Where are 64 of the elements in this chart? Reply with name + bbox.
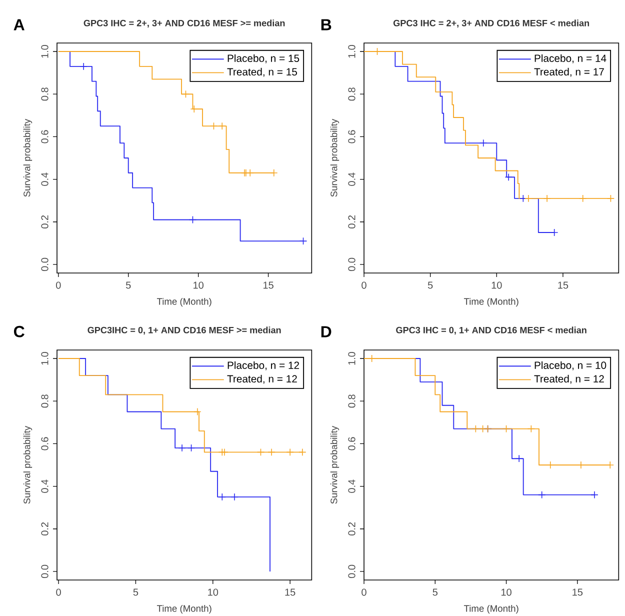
- y-tick-label: 0.6: [348, 130, 356, 144]
- y-axis-title: Survival probability: [330, 426, 340, 504]
- y-tick-label: 0.2: [41, 215, 48, 228]
- y-tick-label: 0.8: [348, 394, 356, 408]
- text: B: [321, 19, 332, 30]
- x-tick-label: 10: [501, 588, 512, 596]
- x-axis-title: Time (Month): [464, 298, 518, 307]
- y-tick-label: 0.4: [41, 480, 48, 493]
- chart-title: GPC3 IHC = 2+, 3+ AND CD16 MESF >= median: [84, 20, 285, 28]
- chart-title: GPC3 IHC = 0, 1+ AND CD16 MESF < median: [396, 326, 586, 335]
- legend-label: Placebo, n = 15: [228, 54, 300, 64]
- y-tick-label: 1.0: [348, 352, 356, 365]
- x-tick-label: 5: [126, 282, 131, 289]
- y-tick-label: 0.4: [348, 172, 356, 186]
- legend-label: Placebo, n = 12: [228, 361, 300, 370]
- y-tick-label: 0.8: [41, 88, 48, 101]
- y-tick-label: 0.8: [348, 88, 356, 101]
- x-axis-title: Time (Month): [464, 604, 518, 614]
- x-tick-label: 15: [263, 282, 274, 289]
- y-tick-label: 1.0: [41, 44, 48, 58]
- x-tick-label: 10: [194, 282, 204, 289]
- legend-label: Treated, n = 12: [227, 374, 297, 384]
- x-tick-label: 15: [285, 588, 296, 596]
- chart-title: GPC3 IHC = 2+, 3+ AND CD16 MESF < median: [393, 20, 590, 28]
- y-tick-label: 0.2: [348, 215, 356, 228]
- y-tick-label: 0.0: [348, 564, 356, 578]
- legend-label: Treated, n = 15: [227, 68, 297, 77]
- y-axis-title: Survival probability: [23, 426, 32, 504]
- x-tick-label: 0: [56, 282, 61, 289]
- y-tick-label: 0.6: [348, 437, 356, 450]
- chart-title: GPC3IHC = 0, 1+ AND CD16 MESF >= median: [88, 326, 281, 335]
- text: D: [321, 326, 332, 338]
- x-tick-label: 0: [362, 588, 366, 596]
- y-tick-label: 0.0: [41, 258, 48, 272]
- y-tick-label: 1.0: [348, 44, 356, 58]
- x-axis-title: Time (Month): [156, 298, 212, 307]
- y-axis-title: Survival probability: [330, 118, 340, 197]
- x-axis-title: Time (Month): [156, 604, 212, 614]
- y-tick-label: 0.0: [348, 258, 356, 272]
- y-tick-label: 0.6: [41, 130, 48, 144]
- y-axis-title: Survival probability: [23, 118, 32, 197]
- y-tick-label: 0.2: [41, 522, 48, 536]
- text: A: [14, 19, 24, 30]
- legend-label: Treated, n = 12: [534, 374, 604, 384]
- y-tick-label: 0.4: [41, 172, 48, 186]
- x-tick-label: 15: [558, 282, 568, 289]
- y-tick-label: 0.2: [348, 522, 356, 536]
- x-tick-label: 0: [362, 282, 366, 289]
- legend-label: Treated, n = 17: [534, 68, 604, 77]
- x-tick-label: 15: [572, 588, 583, 596]
- x-tick-label: 10: [492, 282, 502, 289]
- legend-label: Placebo, n = 14: [534, 54, 606, 64]
- y-tick-label: 0.4: [348, 480, 356, 493]
- legend-label: Placebo, n = 10: [534, 361, 606, 370]
- x-tick-label: 5: [432, 588, 438, 596]
- y-tick-label: 0.0: [41, 564, 48, 578]
- x-tick-label: 5: [428, 282, 433, 289]
- x-tick-label: 10: [208, 588, 218, 596]
- y-tick-label: 0.8: [41, 394, 48, 408]
- x-tick-label: 0: [56, 588, 61, 596]
- y-tick-label: 0.6: [41, 437, 48, 450]
- x-tick-label: 5: [133, 588, 138, 596]
- y-tick-label: 1.0: [41, 352, 48, 365]
- text: C: [14, 326, 24, 338]
